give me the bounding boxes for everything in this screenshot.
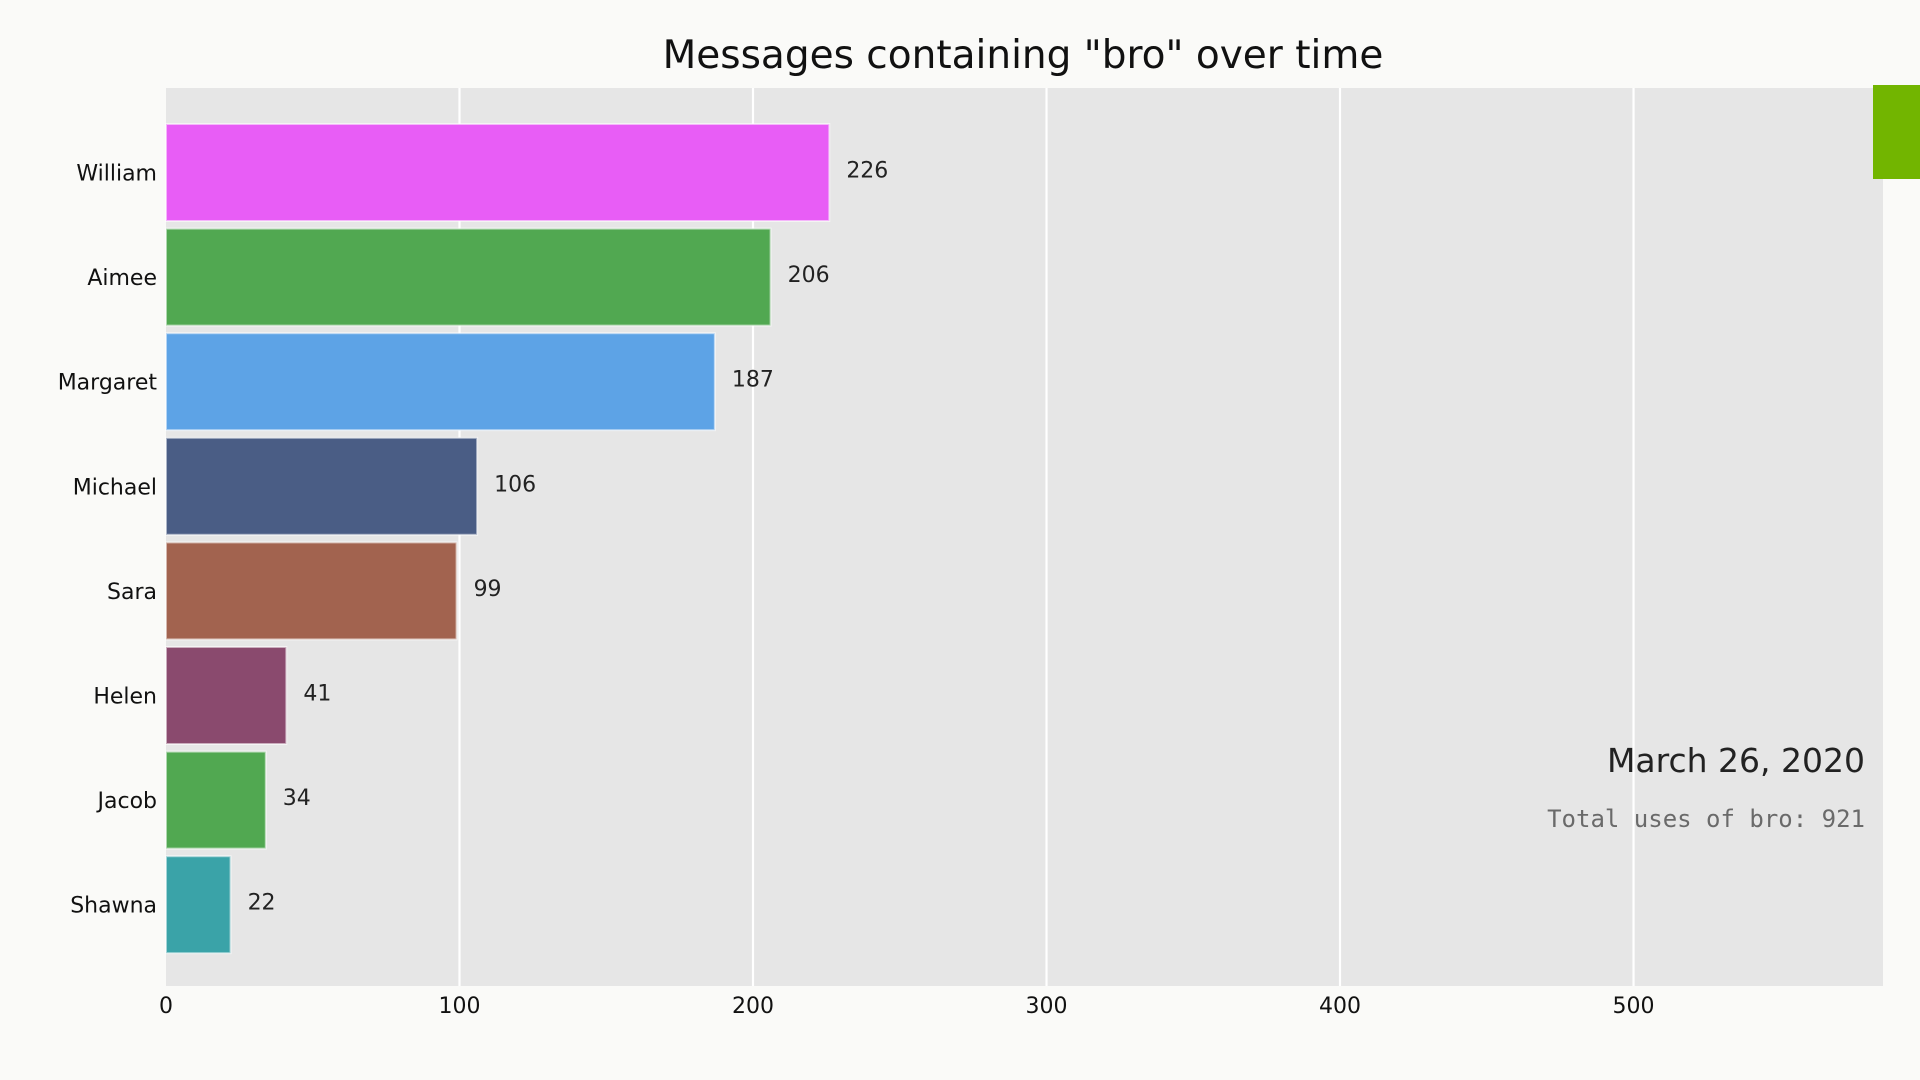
value-label: 106 bbox=[494, 472, 536, 497]
bar bbox=[165, 646, 288, 745]
value-label: 226 bbox=[846, 159, 888, 184]
x-axis-ticks: 0 100 200 300 400 500 bbox=[159, 994, 1655, 1019]
bar bbox=[165, 227, 772, 327]
total-uses-label: Total uses of bro: 921 bbox=[1547, 805, 1865, 833]
value-label: 206 bbox=[788, 263, 830, 288]
category-labels: William Aimee Margaret Michael Sara Helen Jaco… bbox=[58, 162, 158, 919]
value-label: 22 bbox=[248, 891, 276, 916]
category-label: Margaret bbox=[58, 371, 158, 396]
chart-title: Messages containing "bro" over time bbox=[663, 33, 1384, 78]
category-label: Shawna bbox=[70, 894, 157, 919]
bar bbox=[165, 123, 831, 222]
category-label: William bbox=[76, 162, 157, 187]
bar bbox=[165, 436, 479, 536]
x-tick-label: 100 bbox=[439, 994, 481, 1019]
accent-marker bbox=[1873, 85, 1920, 179]
bar bbox=[165, 541, 458, 641]
value-label: 34 bbox=[283, 786, 311, 811]
x-tick-label: 0 bbox=[159, 994, 173, 1019]
bars bbox=[165, 123, 831, 955]
category-label: Sara bbox=[107, 580, 157, 605]
value-label: 187 bbox=[732, 368, 774, 393]
bar bbox=[165, 332, 716, 432]
value-labels: 226 206 187 106 99 41 34 22 bbox=[248, 159, 889, 916]
bar bbox=[165, 750, 267, 850]
category-label: Helen bbox=[93, 685, 157, 710]
x-tick-label: 500 bbox=[1613, 994, 1655, 1019]
category-label: Aimee bbox=[87, 266, 157, 291]
x-tick-label: 400 bbox=[1319, 994, 1361, 1019]
date-label: March 26, 2020 bbox=[1607, 741, 1865, 780]
x-tick-label: 300 bbox=[1026, 994, 1068, 1019]
value-label: 99 bbox=[474, 577, 502, 602]
x-tick-label: 200 bbox=[732, 994, 774, 1019]
category-label: Jacob bbox=[96, 789, 158, 814]
bar bbox=[165, 855, 232, 955]
plot-area bbox=[166, 88, 1883, 986]
category-label: Michael bbox=[73, 475, 157, 500]
value-label: 41 bbox=[303, 682, 331, 707]
